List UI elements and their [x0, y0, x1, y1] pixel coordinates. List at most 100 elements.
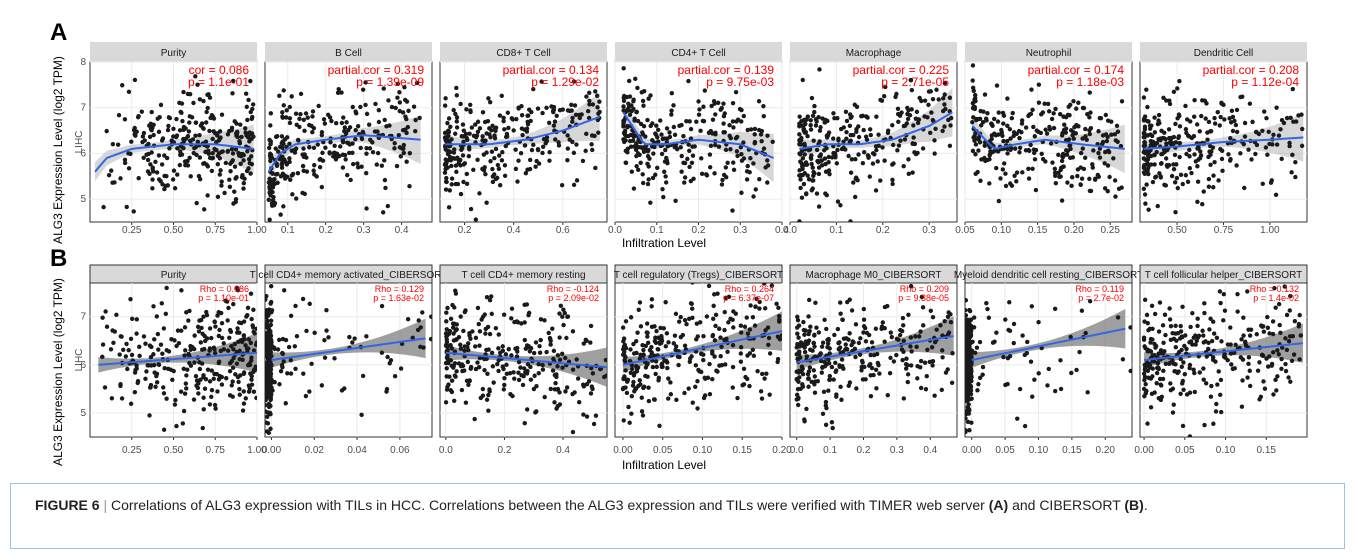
scatter-point [121, 347, 126, 353]
x-tick-label: 0.02 [305, 445, 325, 456]
points-group [98, 285, 257, 432]
scatter-point [287, 120, 293, 126]
scatter-point [229, 383, 234, 388]
scatter-point [529, 147, 535, 153]
scatter-point [1014, 179, 1019, 184]
scatter-point [165, 127, 171, 133]
scatter-point [490, 123, 495, 128]
scatter-point [204, 144, 210, 149]
scatter-point [859, 368, 864, 373]
scatter-point [1154, 381, 1159, 386]
scatter-point [145, 363, 150, 368]
scatter-point [1300, 126, 1305, 132]
scatter-point [1232, 366, 1237, 371]
scatter-point [557, 357, 563, 363]
scatter-point [414, 80, 420, 86]
x-tick-label: 0.00 [262, 445, 282, 456]
scatter-point [798, 172, 804, 178]
scatter-point [154, 170, 160, 175]
scatter-point [560, 314, 565, 319]
scatter-point [1180, 181, 1185, 187]
scatter-point [533, 164, 538, 169]
scatter-point [281, 359, 286, 364]
scatter-point [687, 359, 692, 365]
scatter-point [184, 386, 189, 391]
scatter-point [919, 294, 925, 300]
scatter-point [860, 160, 866, 166]
scatter-point [1195, 316, 1200, 321]
scatter-point [1155, 361, 1160, 366]
scatter-point [753, 187, 758, 192]
scatter-point [918, 358, 924, 364]
scatter-point [510, 393, 515, 399]
scatter-point [874, 386, 879, 391]
scatter-point [766, 342, 771, 348]
scatter-point [672, 145, 677, 150]
scatter-point [752, 126, 758, 132]
scatter-point [1176, 369, 1181, 374]
scatter-point [1204, 354, 1209, 359]
scatter-point [241, 319, 247, 324]
scatter-point [201, 395, 206, 400]
scatter-point [1195, 145, 1201, 150]
scatter-point [202, 346, 207, 352]
scatter-point [621, 104, 626, 109]
scatter-point [757, 306, 762, 311]
scatter-point [968, 317, 974, 322]
scatter-point [243, 396, 248, 401]
scatter-point [212, 350, 218, 356]
scatter-point [497, 153, 502, 158]
points-group [442, 79, 602, 222]
scatter-point [482, 367, 487, 373]
scatter-point [486, 408, 491, 413]
scatter-point [584, 414, 590, 419]
scatter-point [525, 368, 530, 374]
scatter-point [874, 147, 879, 153]
scatter-point [1187, 166, 1193, 171]
scatter-point [324, 328, 329, 333]
facet-title: Myeloid dendritic cell resting_CIBERSORT [954, 270, 1143, 281]
scatter-point [650, 121, 655, 126]
scatter-point [830, 425, 835, 431]
caption-ref-a: (A) [988, 497, 1009, 513]
scatter-point [339, 120, 345, 126]
scatter-point [152, 337, 157, 342]
scatter-point [156, 153, 162, 158]
scatter-point [491, 380, 496, 385]
scatter-point [1173, 345, 1179, 350]
scatter-point [1156, 112, 1162, 118]
scatter-point [1248, 327, 1254, 332]
scatter-point [812, 109, 817, 115]
scatter-point [128, 401, 134, 406]
scatter-point [622, 357, 627, 363]
scatter-point [1149, 391, 1155, 397]
scatter-point [806, 177, 812, 182]
scatter-point [1197, 370, 1202, 375]
scatter-point [631, 379, 636, 385]
scatter-point [738, 351, 744, 356]
scatter-point [453, 163, 459, 168]
scatter-point [1222, 352, 1227, 357]
scatter-point [496, 368, 501, 374]
scatter-point [1163, 361, 1168, 367]
x-tick-label: 0.15 [1062, 445, 1082, 456]
scatter-point [231, 78, 236, 84]
scatter-point [560, 351, 565, 356]
scatter-point [245, 149, 250, 154]
scatter-point [1243, 340, 1248, 346]
scatter-point [511, 370, 516, 375]
scatter-point [275, 180, 280, 185]
scatter-point [1102, 161, 1107, 166]
scatter-point [926, 89, 932, 94]
scatter-point [1169, 135, 1174, 141]
scatter-point [147, 343, 153, 348]
scatter-point [1042, 101, 1047, 106]
scatter-point [902, 137, 908, 142]
scatter-point [1030, 394, 1035, 399]
scatter-point [307, 145, 312, 150]
scatter-point [687, 356, 693, 361]
scatter-point [979, 157, 984, 162]
scatter-point [234, 131, 240, 136]
facet-strip [90, 42, 257, 62]
scatter-point [853, 175, 859, 180]
